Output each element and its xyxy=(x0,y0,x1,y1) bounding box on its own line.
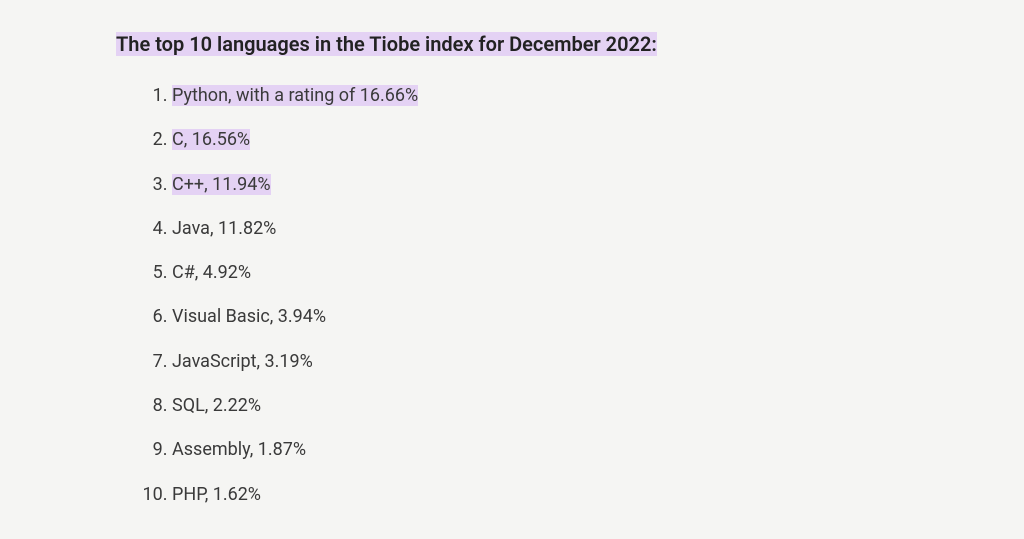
list-item: Python, with a rating of 16.66% xyxy=(172,84,1024,108)
list-item: C#, 4.92% xyxy=(172,261,1024,285)
heading-line: The top 10 languages in the Tiobe index … xyxy=(116,32,1024,56)
list-item: SQL, 2.22% xyxy=(172,394,1024,418)
highlighted-text: Python, with a rating of 16.66% xyxy=(172,85,418,106)
highlighted-text: The top 10 languages in the Tiobe index … xyxy=(116,32,657,56)
list-item: Visual Basic, 3.94% xyxy=(172,305,1024,329)
list-item-text: SQL, 2.22% xyxy=(172,395,261,416)
list-item-text: C#, 4.92% xyxy=(172,262,251,283)
list-item-text: Visual Basic, 3.94% xyxy=(172,306,326,327)
language-ranking-list: Python, with a rating of 16.66% C, 16.56… xyxy=(116,84,1024,507)
highlighted-text: C, 16.56% xyxy=(172,129,250,150)
list-item: C, 16.56% xyxy=(172,128,1024,152)
list-item-text: Assembly, 1.87% xyxy=(172,439,306,460)
list-item: PHP, 1.62% xyxy=(172,483,1024,507)
list-item: Assembly, 1.87% xyxy=(172,438,1024,462)
page-title: The top 10 languages in the Tiobe index … xyxy=(116,32,657,56)
list-item-text: PHP, 1.62% xyxy=(172,484,261,505)
list-item: Java, 11.82% xyxy=(172,217,1024,241)
article-body: The top 10 languages in the Tiobe index … xyxy=(0,0,1024,507)
list-item-text: Java, 11.82% xyxy=(172,218,276,239)
list-item: C++, 11.94% xyxy=(172,173,1024,197)
list-item-text: JavaScript, 3.19% xyxy=(172,351,313,372)
list-item: JavaScript, 3.19% xyxy=(172,350,1024,374)
highlighted-text: C++, 11.94% xyxy=(172,174,271,195)
